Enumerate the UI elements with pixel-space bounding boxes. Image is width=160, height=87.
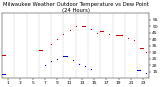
Point xyxy=(120,35,123,36)
Point xyxy=(139,70,141,71)
Point xyxy=(1,54,3,55)
Point xyxy=(38,49,40,50)
Point xyxy=(99,31,102,32)
Title: Milwaukee Weather Outdoor Temperature vs Dew Point (24 Hours): Milwaukee Weather Outdoor Temperature vs… xyxy=(3,2,149,13)
Point xyxy=(50,61,52,62)
Point xyxy=(62,55,65,57)
Point xyxy=(84,66,86,67)
Point xyxy=(41,49,43,50)
Point xyxy=(102,31,105,32)
Point xyxy=(96,32,99,33)
Point xyxy=(62,33,65,35)
Point xyxy=(84,25,86,27)
Point xyxy=(4,74,6,75)
Point xyxy=(71,59,74,61)
Point xyxy=(145,72,148,74)
Point xyxy=(114,35,117,36)
Point xyxy=(68,29,71,31)
Point xyxy=(133,40,135,41)
Point xyxy=(78,63,80,65)
Point xyxy=(1,74,3,75)
Point xyxy=(136,70,138,71)
Point xyxy=(4,54,6,55)
Point xyxy=(90,28,92,29)
Point xyxy=(56,58,59,59)
Point xyxy=(65,55,68,57)
Point xyxy=(145,51,148,53)
Point xyxy=(74,25,77,27)
Point xyxy=(44,64,46,66)
Point xyxy=(108,33,111,35)
Point xyxy=(127,37,129,39)
Point xyxy=(139,48,141,49)
Point xyxy=(50,44,52,45)
Point xyxy=(56,38,59,40)
Point xyxy=(90,68,92,70)
